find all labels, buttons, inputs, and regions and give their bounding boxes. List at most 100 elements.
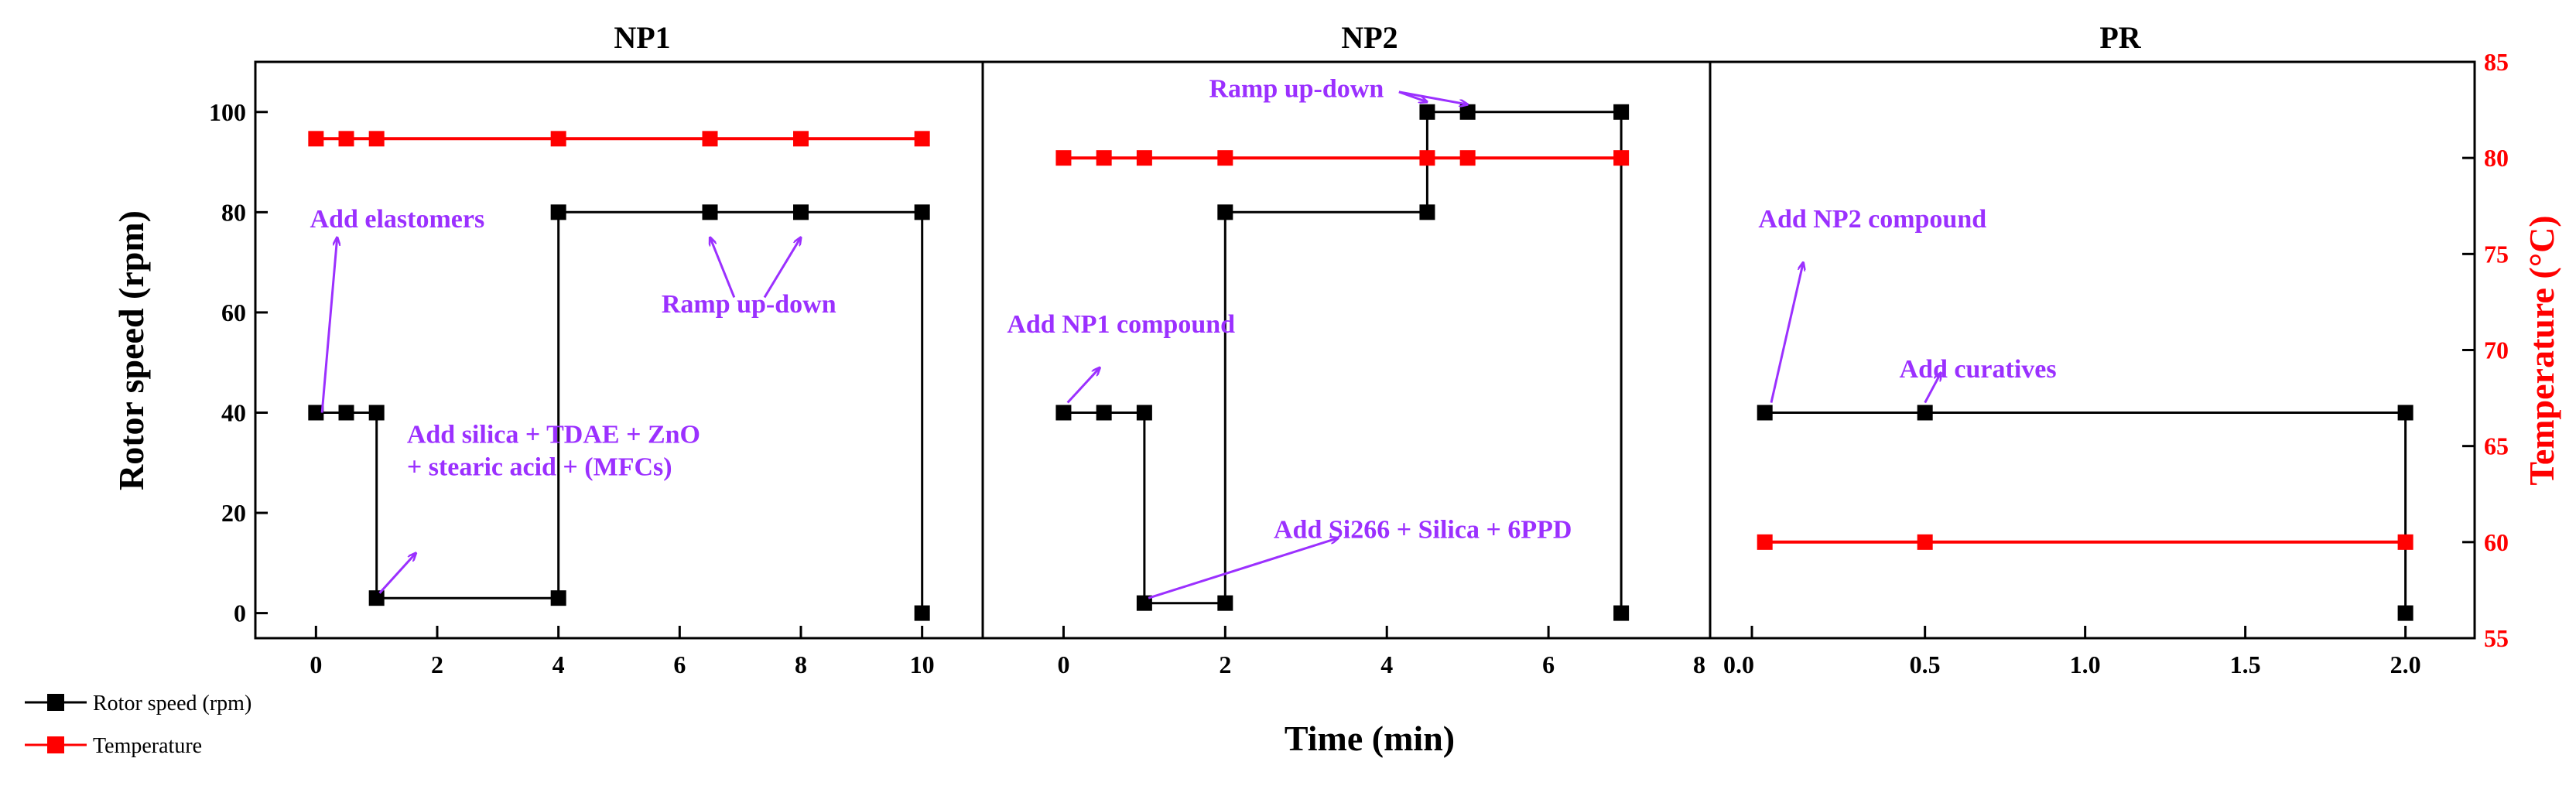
x-tick-label-pr: 0.5	[1910, 651, 1941, 678]
annotation-arrow	[1066, 367, 1100, 404]
y-tick-label-left: 20	[221, 499, 246, 527]
temperature-point-np2	[1217, 150, 1233, 166]
y-tick-label-left: 80	[221, 198, 246, 226]
y-tick-label-left: 0	[234, 599, 246, 627]
rotor-point-np1	[914, 605, 930, 621]
rotor-point-pr	[1757, 405, 1773, 421]
annotation-np2-0: Ramp up-down	[1209, 74, 1384, 103]
rotor-point-np2	[1613, 605, 1630, 621]
rotor-point-np2	[1136, 405, 1152, 421]
x-tick-label-pr: 0.0	[1723, 651, 1754, 678]
temperature-point-pr	[1757, 534, 1773, 550]
y-tick-label-left: 100	[209, 98, 246, 126]
temperature-point-np1	[338, 131, 354, 147]
rotor-point-np2	[1217, 204, 1233, 220]
annotation-np2-2: Add Si266 + Silica + 6PPD	[1274, 515, 1572, 544]
rotor-point-np1	[793, 204, 809, 220]
rotor-point-pr	[2397, 405, 2414, 421]
y-tick-label-right: 55	[2484, 624, 2509, 652]
rotor-point-np2	[1136, 595, 1152, 611]
annotation-arrow	[763, 237, 801, 299]
y-tick-label-right: 65	[2484, 432, 2509, 460]
temperature-point-np2	[1136, 150, 1152, 166]
y-axis-title-left: Rotor speed (rpm)	[111, 210, 151, 490]
rotor-point-np1	[368, 405, 385, 421]
legend-rotor-marker	[47, 694, 64, 711]
x-tick-label-pr: 2.0	[2390, 651, 2421, 678]
plot-frame	[254, 60, 2476, 640]
rotor-point-np2	[1096, 405, 1112, 421]
temperature-point-np1	[914, 131, 930, 147]
x-tick-label-np2: 8	[1693, 651, 1705, 678]
x-tick-label-np1: 8	[795, 651, 807, 678]
rotor-point-np1	[308, 405, 324, 421]
legend-temperature-marker	[47, 736, 64, 753]
annotation-arrow	[1924, 373, 1941, 404]
rotor-point-np2	[1217, 595, 1233, 611]
annotation-arrow	[710, 237, 736, 299]
annotation-np1-0: Add elastomers	[310, 205, 485, 234]
y-tick-label-right: 70	[2484, 336, 2509, 364]
panel-title-np1: NP1	[614, 20, 670, 55]
temperature-point-pr	[1917, 534, 1933, 550]
y-axis-title-right: Temperature (°C)	[2522, 215, 2561, 485]
temperature-point-np2	[1419, 150, 1435, 166]
rotor-point-np2	[1459, 104, 1476, 120]
annotation-np2-1: Add NP1 compound	[1007, 310, 1235, 339]
x-tick-label-pr: 1.5	[2230, 651, 2261, 678]
x-tick-label-np1: 4	[552, 651, 565, 678]
x-tick-label-np1: 6	[673, 651, 686, 678]
temperature-point-np1	[308, 131, 324, 147]
y-tick-label-right: 80	[2484, 144, 2509, 172]
legend-temperature-label: Temperature	[93, 734, 202, 758]
rotor-point-np1	[368, 590, 385, 606]
rotor-point-np1	[914, 204, 930, 220]
rotor-point-np2	[1055, 405, 1072, 421]
annotation-arrow	[378, 553, 416, 594]
temperature-point-np2	[1613, 150, 1630, 166]
y-tick-label-right: 85	[2484, 48, 2509, 76]
x-tick-label-pr: 1.0	[2070, 651, 2101, 678]
rotor-point-pr	[2397, 605, 2414, 621]
y-tick-label-left: 60	[221, 299, 246, 326]
temperature-point-np1	[550, 131, 566, 147]
temperature-point-np1	[793, 131, 809, 147]
rotor-point-np2	[1419, 104, 1435, 120]
rotor-point-pr	[1917, 405, 1933, 421]
x-tick-label-np2: 4	[1380, 651, 1393, 678]
annotation-arrow	[1770, 262, 1803, 403]
annotation-arrow	[1148, 538, 1338, 599]
annotation-np1-2: Ramp up-down	[662, 290, 836, 319]
annotation-np1-1: Add silica + TDAE + ZnO + stearic acid + …	[407, 420, 700, 481]
x-tick-label-np1: 2	[431, 651, 443, 678]
y-tick-label-left: 40	[221, 398, 246, 426]
rotor-line-pr	[1764, 412, 2407, 613]
annotation-arrow	[1398, 91, 1468, 104]
rotor-point-np2	[1419, 204, 1435, 220]
temperature-point-np2	[1096, 150, 1112, 166]
plot-layer: 0 20 40 60 80 100 55 60 65 70 75 80 85 0 2 4 6 8 10 Add ela…	[209, 48, 2509, 678]
legend: Rotor speed (rpm) Temperature	[25, 692, 251, 758]
x-tick-label-np2: 2	[1219, 651, 1231, 678]
x-axis-title: Time (min)	[1285, 719, 1455, 758]
y-tick-label-right: 75	[2484, 240, 2509, 268]
panel-title-pr: PR	[2099, 20, 2141, 55]
rotor-point-np2	[1613, 104, 1630, 120]
annotation-pr-0: Add NP2 compound	[1758, 205, 1986, 234]
rotor-point-np1	[338, 405, 354, 421]
annotation-pr-1: Add curatives	[1900, 355, 2057, 384]
temperature-point-pr	[2397, 534, 2414, 550]
annotation-arrow	[320, 237, 337, 413]
legend-rotor-label: Rotor speed (rpm)	[93, 692, 251, 716]
rotor-point-np1	[550, 204, 566, 220]
x-tick-label-np1: 10	[910, 651, 935, 678]
temperature-point-np2	[1459, 150, 1476, 166]
temperature-point-np1	[702, 131, 718, 147]
rotor-point-np1	[550, 590, 566, 606]
x-tick-label-np2: 6	[1542, 651, 1555, 678]
rotor-point-np1	[702, 204, 718, 220]
panel-title-np2: NP2	[1341, 20, 1397, 55]
x-tick-label-np1: 0	[310, 651, 322, 678]
y-tick-label-right: 60	[2484, 528, 2509, 556]
rotor-line-np1	[316, 210, 924, 613]
